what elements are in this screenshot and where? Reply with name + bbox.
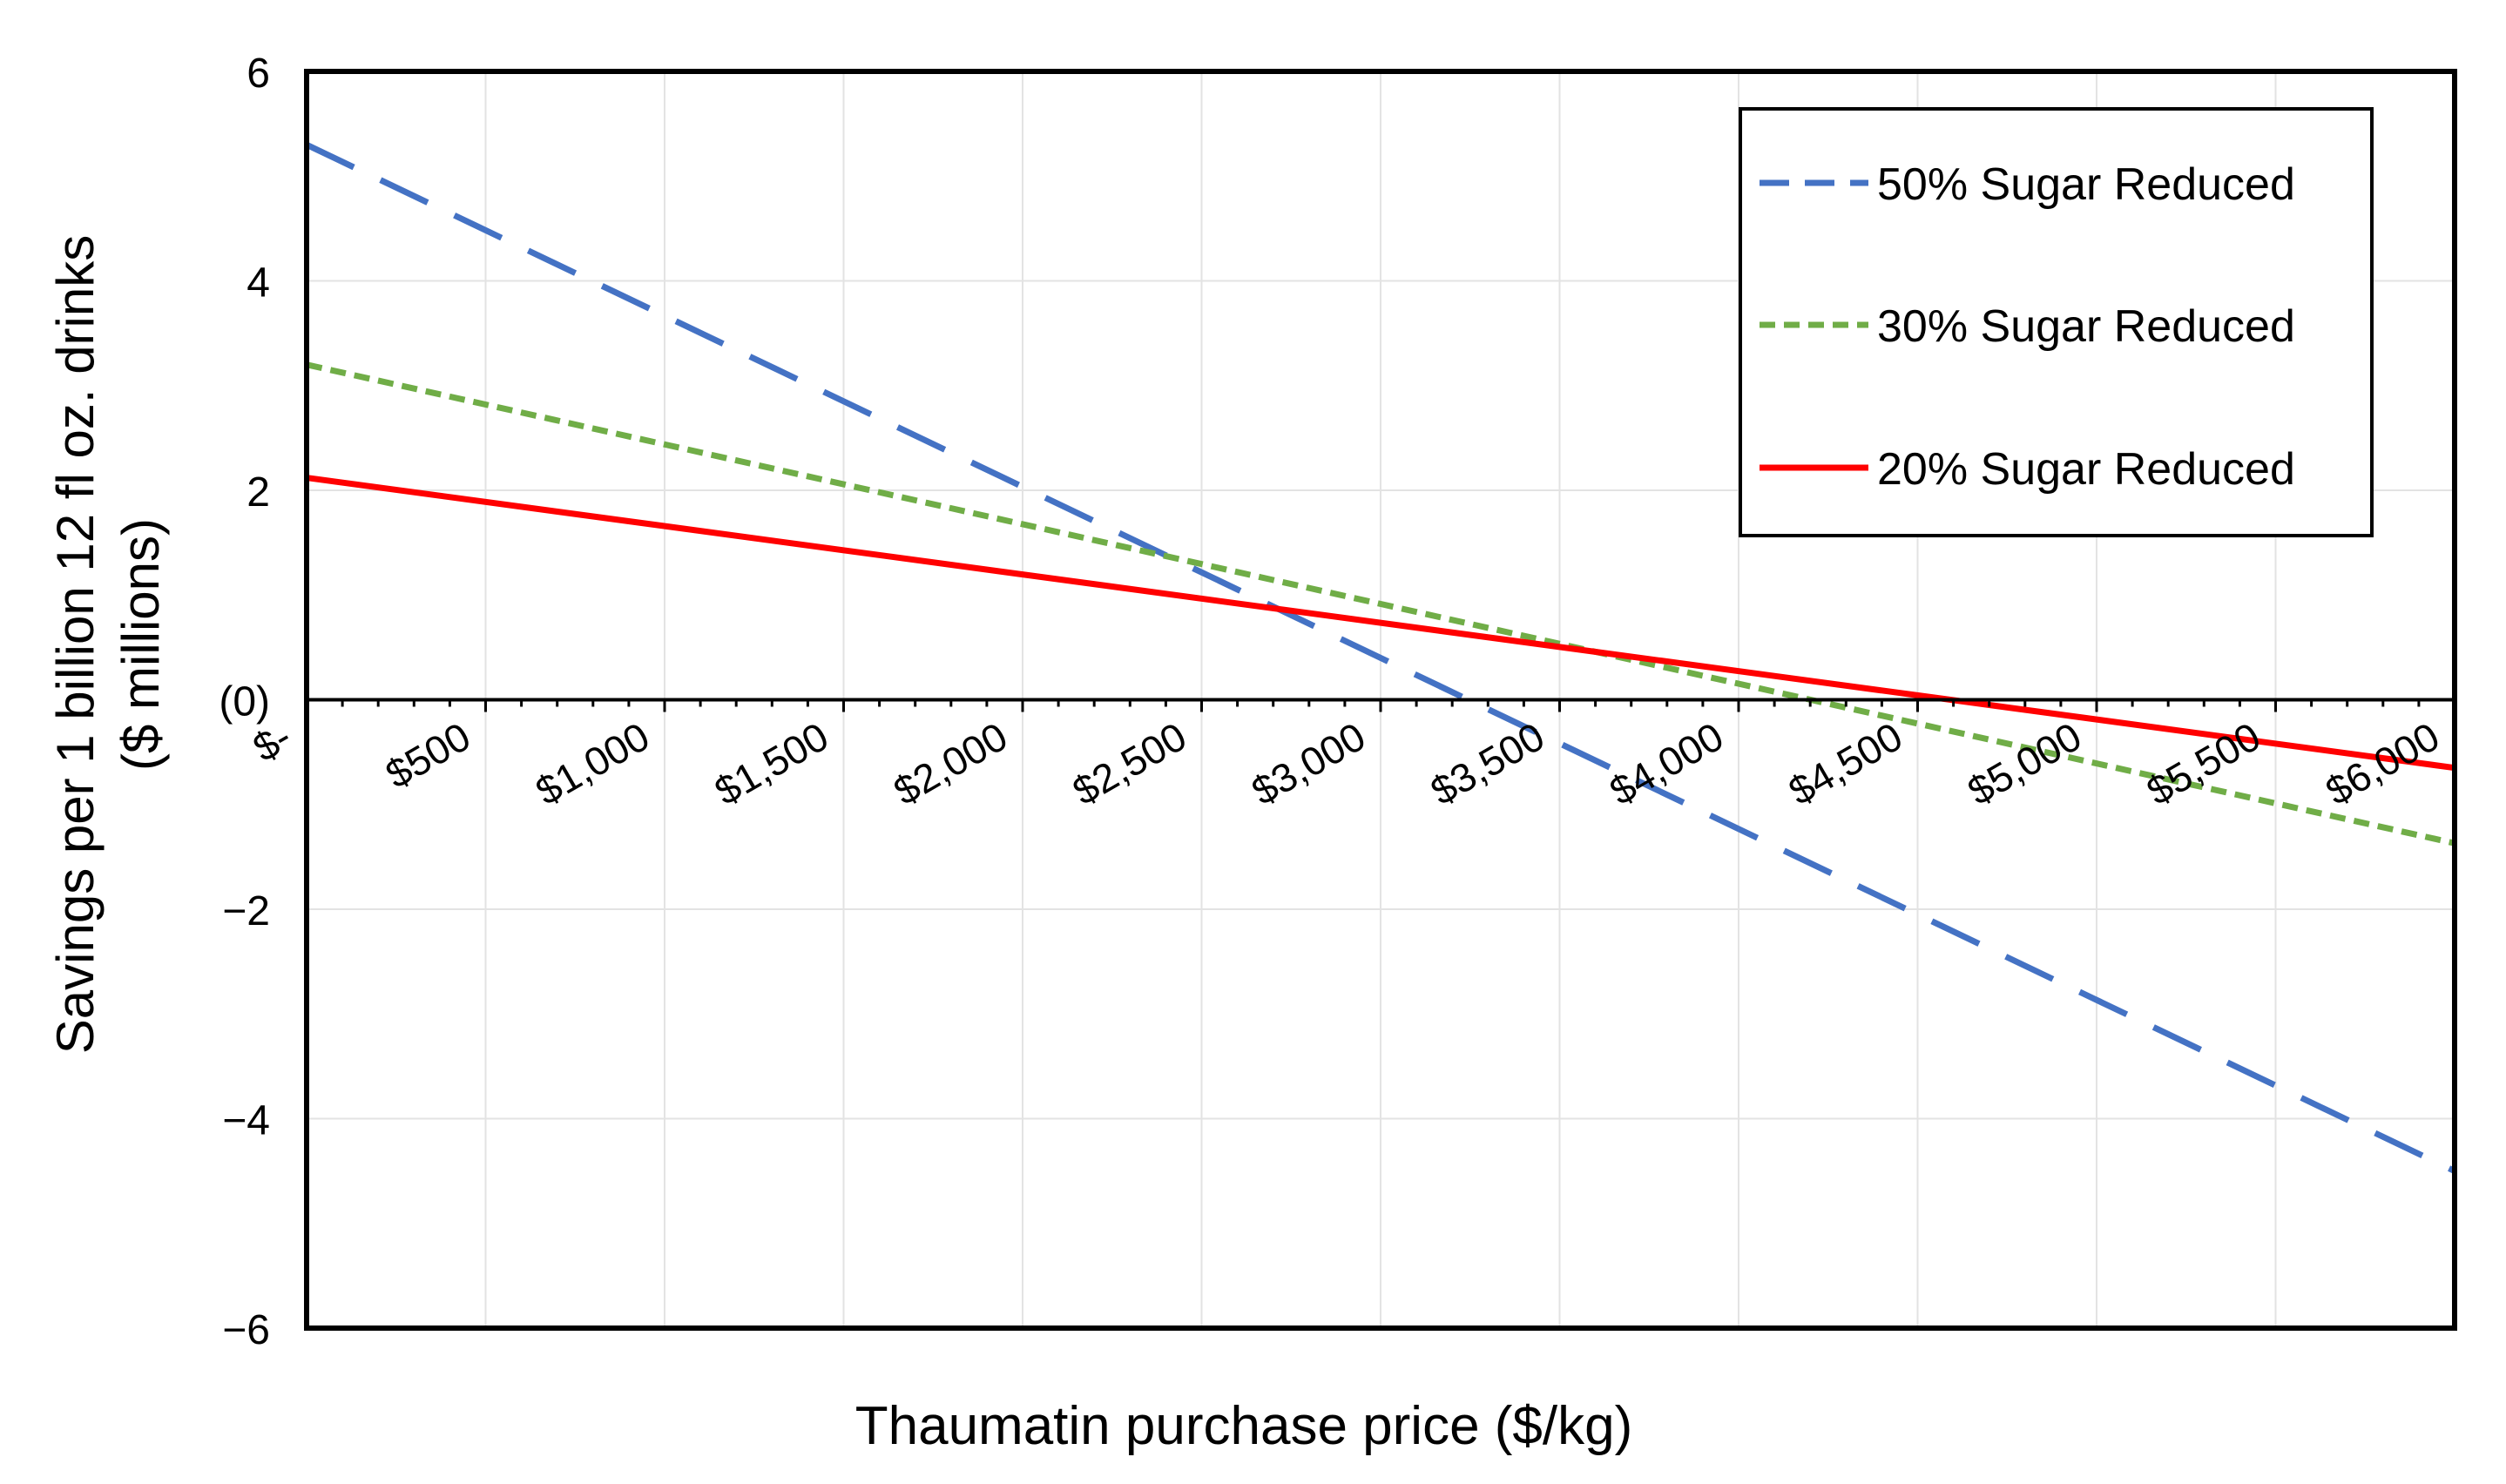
series-line-3 — [306, 475, 2455, 772]
legend-item: 20% Sugar Reduced — [1760, 444, 2295, 495]
y-axis-label-line2: ($ millions) — [111, 518, 170, 771]
legend-label: 30% Sugar Reduced — [1877, 301, 2295, 352]
y-tick-label: −6 — [222, 1307, 270, 1353]
plot-area-frame — [304, 69, 2457, 1331]
series-lines — [305, 142, 2456, 1174]
legend: 50% Sugar Reduced 30% Sugar Reduced 20% Su… — [1739, 107, 2374, 537]
x-axis-label: Thaumatin purchase price ($/kg) — [855, 1396, 1633, 1456]
legend-label: 20% Sugar Reduced — [1877, 444, 2295, 495]
legend-item: 30% Sugar Reduced — [1760, 301, 2295, 352]
y-tick-label: (0) — [219, 679, 270, 725]
y-tick-label: 4 — [247, 260, 270, 307]
y-tick-label: 6 — [247, 51, 270, 97]
y-tick-labels: 6 4 2 (0) −2 −4 −6 — [219, 51, 270, 1353]
legend-item: 50% Sugar Reduced — [1760, 159, 2295, 210]
legend-label: 50% Sugar Reduced — [1877, 159, 2295, 210]
series-line-2 — [306, 361, 2455, 847]
y-axis-label-line1: Savings per 1 billion 12 fl oz. drinks — [46, 235, 105, 1055]
y-tick-label: −2 — [222, 888, 270, 934]
y-tick-label: −4 — [222, 1098, 270, 1144]
y-tick-label: 2 — [247, 469, 270, 516]
axes — [305, 698, 2456, 712]
series-line-1 — [305, 142, 2456, 1174]
